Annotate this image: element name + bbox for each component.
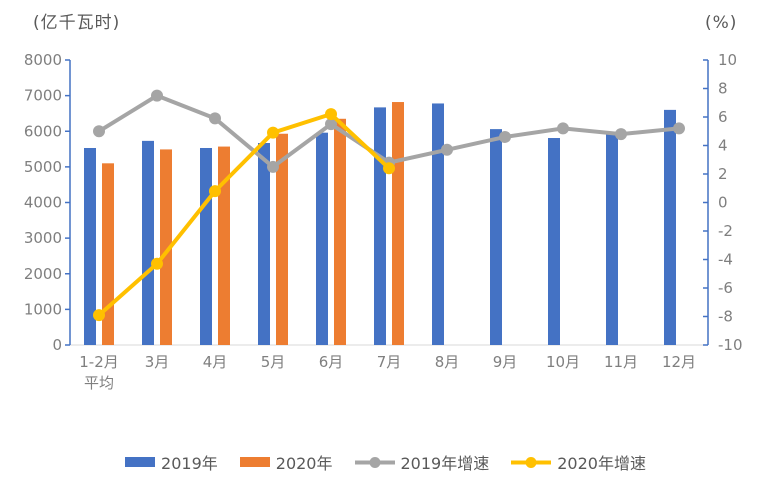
bar-2020年-0 xyxy=(102,163,114,345)
bar-2019年-6 xyxy=(432,103,444,346)
bar-2019年-4 xyxy=(316,132,328,345)
right-axis-tick-label: 4 xyxy=(718,137,728,155)
left-axis-tick-label: 5000 xyxy=(24,158,62,176)
x-axis-label: 平均 xyxy=(84,374,114,392)
right-axis-tick-label: -2 xyxy=(718,222,733,240)
marker-2020年增速-2 xyxy=(209,185,221,198)
bar-2019年-7 xyxy=(490,129,502,345)
marker-2019年增速-3 xyxy=(267,160,279,173)
marker-2019年增速-1 xyxy=(151,89,163,102)
bar-2019年-9 xyxy=(606,134,618,345)
plot-area: 0 1000 2000 3000 4000 5000 6000 7000 8000 -10 -8 -6… xyxy=(24,51,743,392)
marker-2019年增速-4 xyxy=(325,118,337,131)
marker-2019年增速-10 xyxy=(673,122,685,135)
x-axis-label: 8月 xyxy=(435,353,460,371)
legend-swatch-2019-line-icon xyxy=(354,456,395,469)
bar-2020年-1 xyxy=(160,149,172,345)
x-axis-label: 9月 xyxy=(493,353,518,371)
bar-2019年-5 xyxy=(374,107,386,345)
legend-label-2019-growth: 2019年增速 xyxy=(400,454,490,473)
right-axis-tick-label: -8 xyxy=(718,308,733,326)
marker-2020年增速-5 xyxy=(383,162,395,175)
bar-2020年-4 xyxy=(334,118,346,345)
x-axis-label: 6月 xyxy=(319,353,344,371)
left-axis-tick-label: 1000 xyxy=(24,300,62,318)
marker-2020年增速-1 xyxy=(151,257,163,270)
right-axis-title: (%) xyxy=(705,13,738,33)
bar-2019年-2 xyxy=(200,147,212,345)
legend: 2019年 2020年 2019年增速 2020年增速 xyxy=(0,450,771,474)
bar-2020年-3 xyxy=(276,133,288,345)
marker-2019年增速-2 xyxy=(209,112,221,125)
bar-2019年-0 xyxy=(84,147,96,345)
right-axis-tick-label: -6 xyxy=(718,279,733,297)
legend-item-2019-bars: 2019年 xyxy=(125,450,218,474)
x-axis-label: 10月 xyxy=(546,353,580,371)
legend-item-2020-bars: 2020年 xyxy=(239,450,333,474)
x-axis-label: 12月 xyxy=(662,353,696,371)
marker-2020年增速-3 xyxy=(267,126,279,139)
right-axis-tick-label: 10 xyxy=(718,51,737,69)
marker-2020年增速-0 xyxy=(93,309,105,322)
bar-2019年-3 xyxy=(258,143,270,345)
marker-2019年增速-7 xyxy=(499,130,511,143)
marker-2019年增速-0 xyxy=(93,125,105,138)
left-axis-tick-label: 0 xyxy=(52,336,62,354)
bar-2020年-2 xyxy=(218,146,230,345)
bar-2019年-1 xyxy=(142,140,154,345)
x-axis-label: 1-2月 xyxy=(79,353,119,371)
bar-2019年-8 xyxy=(548,138,560,345)
x-axis-label: 5月 xyxy=(261,353,286,371)
x-axis-label: 7月 xyxy=(377,353,402,371)
left-axis-tick-label: 2000 xyxy=(24,265,62,283)
legend-item-2019-growth-line: 2019年增速 xyxy=(354,450,490,474)
bar-2019年-10 xyxy=(664,109,676,345)
left-axis-tick-label: 6000 xyxy=(24,122,62,140)
right-axis-tick-label: -10 xyxy=(718,336,743,354)
left-axis-tick-label: 3000 xyxy=(24,229,62,247)
legend-label-2020-growth: 2020年增速 xyxy=(557,454,646,473)
legend-swatch-2020-bar-icon xyxy=(239,457,270,467)
left-axis-tick-label: 4000 xyxy=(24,194,62,212)
right-axis-tick-label: -4 xyxy=(718,251,733,269)
legend-swatch-2020-line-icon xyxy=(511,456,552,469)
legend-swatch-2019-bar-icon xyxy=(125,457,156,467)
right-axis-tick-label: 0 xyxy=(718,194,728,212)
marker-2019年增速-8 xyxy=(557,122,569,135)
marker-2019年增速-9 xyxy=(615,128,627,141)
bar-2020年-5 xyxy=(392,102,404,345)
x-axis-label: 3月 xyxy=(145,353,170,371)
x-axis-label: 4月 xyxy=(203,353,228,371)
left-axis-tick-label: 8000 xyxy=(24,51,62,69)
x-axis-label: 11月 xyxy=(604,353,638,371)
left-axis-title: (亿千瓦时) xyxy=(33,13,121,33)
line-2020年增速 xyxy=(97,111,391,317)
right-axis-tick-label: 8 xyxy=(718,80,728,98)
marker-2019年增速-6 xyxy=(441,143,453,156)
left-axis-tick-label: 7000 xyxy=(24,87,62,105)
legend-item-2020-growth-line: 2020年增速 xyxy=(511,450,646,474)
legend-label-2020-bars: 2020年 xyxy=(275,454,333,473)
right-axis-tick-label: 2 xyxy=(718,165,728,183)
right-axis-tick-label: 6 xyxy=(718,108,728,126)
line-2019年增速 xyxy=(97,93,680,170)
legend-label-2019-bars: 2019年 xyxy=(161,454,218,473)
marker-2020年增速-4 xyxy=(325,108,337,121)
